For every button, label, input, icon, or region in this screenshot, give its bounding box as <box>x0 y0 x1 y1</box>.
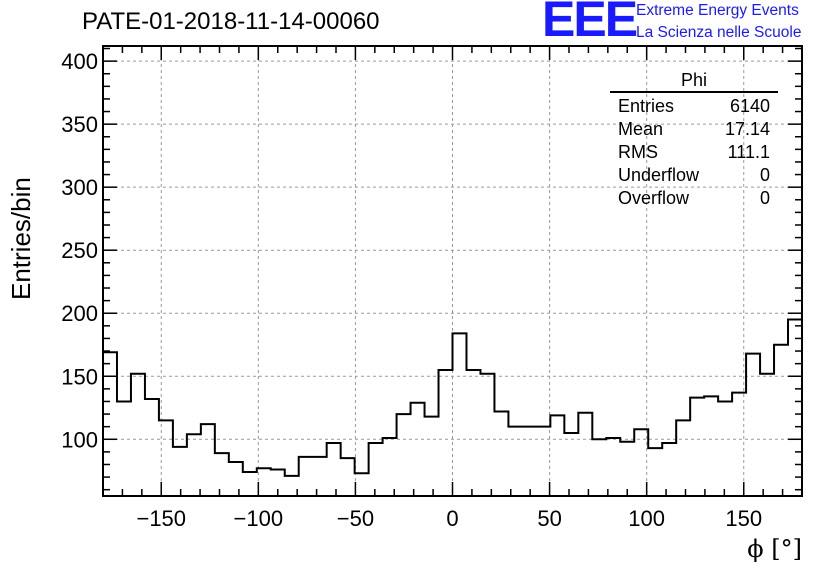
plot-frame <box>102 45 803 497</box>
y-tick-label: 400 <box>61 49 98 74</box>
stats-label: Mean <box>618 119 664 139</box>
stats-row: Entries 6140 <box>610 95 778 118</box>
x-tick-label: 0 <box>446 506 458 531</box>
grid-lines <box>103 46 802 496</box>
stats-value: 0 <box>759 165 770 185</box>
stats-title: Phi <box>610 70 778 93</box>
stats-label: Entries <box>618 96 675 116</box>
y-tick-label: 100 <box>61 427 98 452</box>
y-axis-label: Entries/bin <box>6 177 36 300</box>
stats-label: Underflow <box>618 165 700 185</box>
x-tick-label: 50 <box>537 506 561 531</box>
stats-row: Mean 17.14 <box>610 118 778 141</box>
y-tick-label: 150 <box>61 364 98 389</box>
y-tick-label: 200 <box>61 301 98 326</box>
stats-value: 111.1 <box>727 142 770 162</box>
x-axis-label: ϕ [°] <box>747 535 802 563</box>
stats-label: Overflow <box>618 188 690 208</box>
axis-ticks <box>102 46 803 496</box>
x-tick-labels: −150 −100 −50 0 50 100 150 <box>136 506 762 531</box>
eee-logo: EEE <box>542 0 638 47</box>
logo-line-1: Extreme Energy Events <box>636 2 799 19</box>
y-tick-labels: 100 150 200 250 300 350 400 <box>61 49 98 452</box>
plot-title: PATE-01-2018-11-14-00060 <box>82 8 380 35</box>
y-tick-label: 300 <box>61 175 98 200</box>
logo-line-2: La Scienza nelle Scuole <box>636 24 802 41</box>
x-tick-label: −150 <box>136 506 186 531</box>
x-tick-label: 100 <box>628 506 665 531</box>
y-tick-label: 250 <box>61 238 98 263</box>
x-tick-label: −50 <box>337 506 374 531</box>
stats-box: Phi Entries 6140 Mean 17.14 RMS 111.1 Un… <box>610 70 778 210</box>
x-tick-label: 150 <box>725 506 762 531</box>
stats-row: Underflow 0 <box>610 164 778 187</box>
stats-label: RMS <box>618 142 658 162</box>
stats-value: 0 <box>759 188 770 208</box>
stats-row: Overflow 0 <box>610 187 778 210</box>
y-tick-label: 350 <box>61 112 98 137</box>
stats-row: RMS 111.1 <box>610 141 778 164</box>
histogram-line <box>103 46 803 477</box>
x-tick-label: −100 <box>234 506 284 531</box>
stats-value: 6140 <box>729 96 770 116</box>
stats-value: 17.14 <box>724 119 770 139</box>
